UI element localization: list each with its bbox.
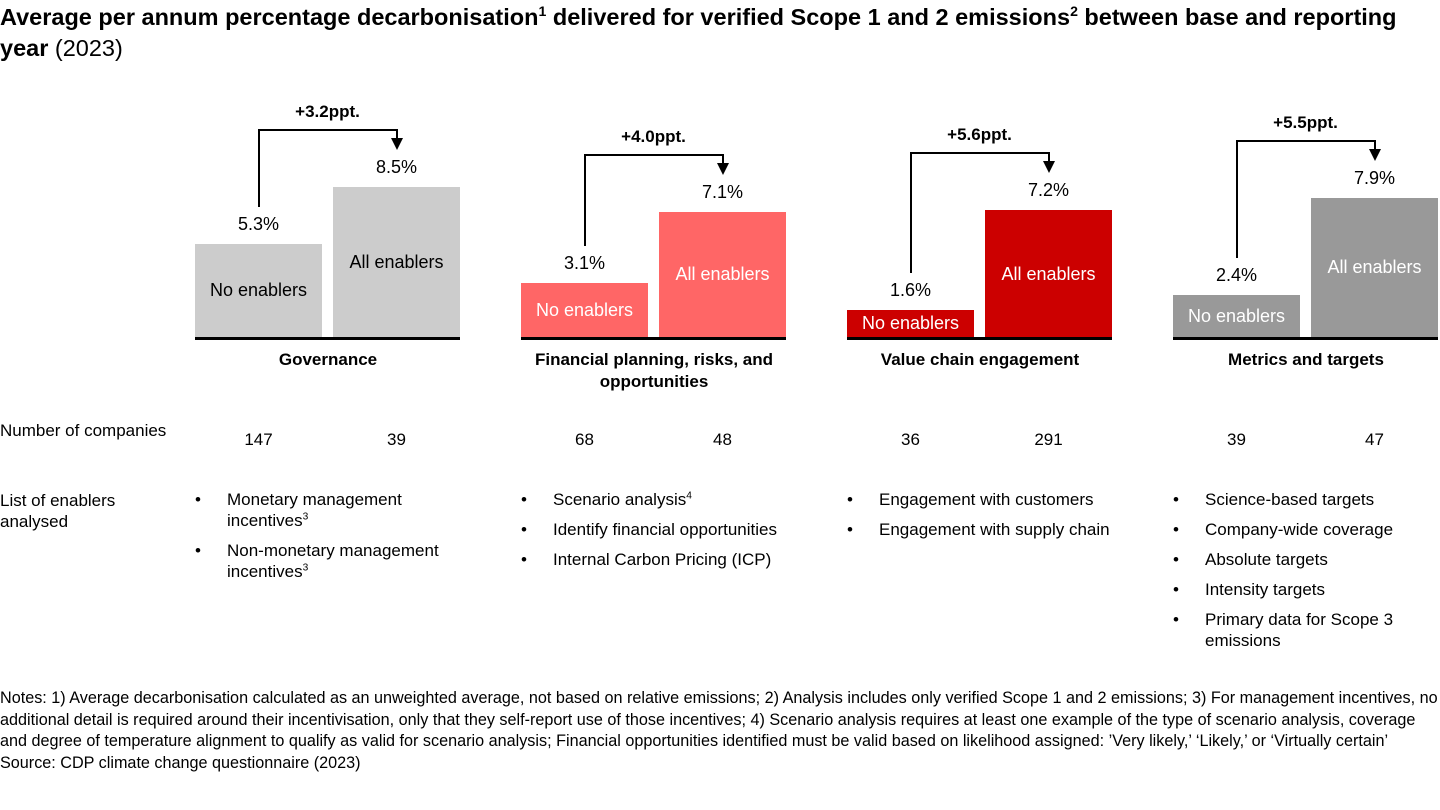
enabler-item: Identify financial opportunities <box>517 519 797 540</box>
bracket-top <box>909 152 1050 155</box>
arrow-down-icon <box>390 138 403 150</box>
enabler-item: Primary data for Scope 3 emissions <box>1169 609 1440 651</box>
data-label: 7.1% <box>701 181 744 202</box>
footnote-ref: 1 <box>538 3 547 20</box>
arrow-down-icon <box>1042 161 1055 174</box>
data-label: 5.3% <box>237 213 280 234</box>
bar: No enablers <box>521 282 648 338</box>
enabler-item: Company-wide coverage <box>1169 519 1440 540</box>
arrow-down-icon <box>716 162 729 175</box>
bar: All enablers <box>333 187 460 338</box>
notes: Notes: 1) Average decarbonisation calcul… <box>0 688 1440 774</box>
bar: No enablers <box>1173 295 1300 338</box>
title-mid: delivered for verified Scope 1 and 2 emi… <box>546 4 1071 30</box>
bar: All enablers <box>659 211 786 338</box>
footnote-ref: 2 <box>1070 3 1078 20</box>
title-year: (2023) <box>54 35 123 61</box>
chart-title: Average per annum percentage decarbonisa… <box>0 2 1430 64</box>
bar: No enablers <box>195 243 322 338</box>
title-main: Average per annum percentage decarbonisa… <box>0 4 539 30</box>
bar: All enablers <box>985 210 1112 338</box>
enabler-item: Absolute targets <box>1169 549 1440 570</box>
delta-label: +3.2ppt. <box>295 102 360 121</box>
bracket-right <box>1047 152 1050 164</box>
company-count: 48 <box>713 430 732 449</box>
enabler-item: Internal Carbon Pricing (ICP) <box>517 549 797 570</box>
company-count: 68 <box>575 430 594 449</box>
data-label: 8.5% <box>375 157 418 177</box>
bar: All enablers <box>1311 197 1438 338</box>
bracket-right <box>395 129 398 140</box>
data-label: 1.6% <box>889 279 932 300</box>
enabler-list: Scenario analysis4 Identify financial opp… <box>517 489 797 579</box>
bracket-left <box>909 152 912 273</box>
bracket-top <box>1235 139 1376 142</box>
data-label: 2.4% <box>1215 265 1258 286</box>
company-count: 291 <box>1034 430 1063 449</box>
baseline <box>195 337 460 340</box>
delta-label: +4.0ppt. <box>621 126 686 146</box>
bracket-right <box>721 153 724 165</box>
enabler-item: Scenario analysis4 <box>517 489 797 510</box>
enabler-item: Science-based targets <box>1169 489 1440 510</box>
category-label: Value chain engagement <box>880 350 1080 369</box>
delta-label: +5.5ppt. <box>1273 112 1338 132</box>
enabler-item: Engagement with supply chain <box>843 519 1123 540</box>
enablers-row-label: List of enablers analysed <box>0 491 116 531</box>
footnote-ref: 4 <box>686 490 692 502</box>
data-label: 3.1% <box>563 252 606 273</box>
category-label: Metrics and targets <box>1228 350 1384 369</box>
notes-text: Notes: 1) Average decarbonisation calcul… <box>0 689 1438 750</box>
enabler-list: Monetary management incentives3 Non-monet… <box>191 489 471 591</box>
bracket-right <box>1373 139 1376 151</box>
company-count: 39 <box>387 430 406 449</box>
company-count: 36 <box>901 430 920 449</box>
baseline <box>1173 337 1438 340</box>
data-label: 7.9% <box>1353 167 1396 188</box>
companies-row-label: Number of companies <box>0 421 167 440</box>
bracket-top <box>257 129 398 131</box>
bracket-left <box>1235 139 1238 259</box>
source-text: Source: CDP climate change questionnaire… <box>0 753 361 772</box>
category-label: Governance <box>278 350 378 369</box>
bracket-left <box>583 153 586 246</box>
enabler-list: Engagement with customers Engagement with… <box>843 489 1123 549</box>
enabler-item: Non-monetary management incentives3 <box>191 540 471 582</box>
enabler-item: Monetary management incentives3 <box>191 489 471 531</box>
company-count: 47 <box>1365 430 1384 449</box>
title-end: between base and reporting year <box>0 4 1397 61</box>
enabler-item: Intensity targets <box>1169 579 1440 600</box>
bracket-top <box>583 153 724 156</box>
category-label: Financial planning, risks, and opportuni… <box>534 350 774 391</box>
delta-label: +5.6ppt. <box>947 125 1012 145</box>
footnote-ref: 3 <box>302 562 309 574</box>
bar: No enablers <box>847 309 974 338</box>
company-count: 147 <box>244 430 273 449</box>
data-label: 7.2% <box>1027 180 1070 201</box>
footnote-ref: 3 <box>302 511 309 523</box>
enabler-item: Engagement with customers <box>843 489 1123 510</box>
enabler-list: Science-based targets Company-wide covera… <box>1169 489 1440 660</box>
bracket-left <box>257 129 260 207</box>
baseline <box>521 337 786 340</box>
company-count: 39 <box>1227 430 1246 449</box>
arrow-down-icon <box>1368 148 1381 161</box>
baseline <box>847 337 1112 340</box>
